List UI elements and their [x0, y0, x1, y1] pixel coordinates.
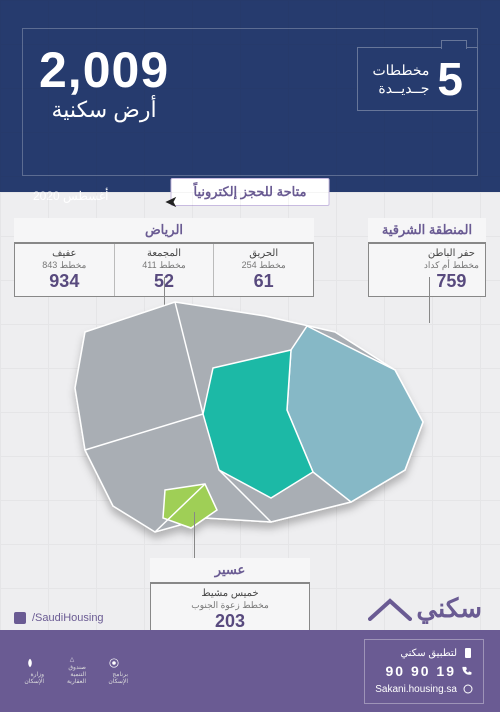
plans-line1: مخططات: [372, 62, 429, 78]
callout-asir: عسير خميس مشيط مخطط زعوة الجنوب 203: [150, 558, 310, 637]
cell-num: 203: [157, 611, 303, 632]
phone-row: 19 90 90: [375, 661, 473, 682]
cell: عفيف مخطط 843 934: [15, 244, 114, 296]
plans-number: 5: [437, 56, 463, 102]
region-title-riyadh: الرياض: [14, 218, 314, 243]
cell: حفر الباطن مخطط أم كداد 759: [418, 244, 485, 296]
phone-icon: [463, 648, 473, 658]
hero-stat: 2,009 أرض سكنية: [39, 45, 169, 123]
cell-sub: مخطط زعوة الجنوب: [157, 600, 303, 610]
logo-label: برنامج الإسكان: [100, 671, 128, 685]
cell-num: 759: [424, 271, 479, 292]
social-handle: /SaudiHousing: [32, 612, 104, 624]
cell-sub: مخطط أم كداد: [424, 260, 479, 270]
globe-icon: [463, 684, 473, 694]
logo-label: وزارة الإسكان: [16, 671, 44, 685]
app-row: لتطبيق سكني: [375, 646, 473, 661]
logo-label: صندوق التنمية العقارية: [58, 664, 86, 685]
call-icon: [462, 666, 473, 677]
logo-redf: صندوق التنمية العقارية: [58, 657, 86, 685]
plans-line2: جــديــدة: [378, 80, 429, 96]
footer: لتطبيق سكني 19 90 90 Sakani.housing.sa ب…: [0, 630, 500, 712]
cell: الحريق مخطط 254 61: [213, 244, 313, 296]
region-box-asir: خميس مشيط مخطط زعوة الجنوب 203: [150, 583, 310, 637]
cell-sub: مخطط 411: [121, 260, 208, 270]
brand-name: سكني: [416, 593, 482, 624]
body: المنطقة الشرقية حفر الباطن مخطط أم كداد …: [0, 192, 500, 630]
sakani-logo: سكني: [368, 593, 482, 624]
cell-name: المجمعة: [121, 248, 208, 260]
region-title-asir: عسير: [150, 558, 310, 583]
header-frame: 5 مخططات جــديــدة 2,009 أرض سكنية أغسطس…: [22, 28, 478, 176]
footer-logos: برنامج الإسكان صندوق التنمية العقارية وز…: [16, 657, 128, 685]
plans-text: مخططات جــديــدة: [372, 61, 429, 97]
hero-label: أرض سكنية: [39, 97, 169, 123]
leader-asir: [194, 512, 195, 558]
region-box-eastern: حفر الباطن مخطط أم كداد 759: [368, 243, 486, 297]
region-title-eastern: المنطقة الشرقية: [368, 218, 486, 243]
social: /SaudiHousing: [14, 612, 104, 624]
cell-name: خميس مشيط: [157, 588, 303, 600]
callout-eastern: المنطقة الشرقية حفر الباطن مخطط أم كداد …: [368, 218, 486, 297]
phone-number: 19 90 90: [385, 661, 456, 682]
roof-icon: [368, 597, 412, 621]
saudi-map: [55, 292, 445, 552]
cell: خميس مشيط مخطط زعوة الجنوب 203: [151, 584, 309, 636]
social-icons: [14, 612, 26, 624]
cell-name: حفر الباطن: [424, 248, 479, 260]
cell-num: 61: [220, 271, 307, 292]
cell-sub: مخطط 254: [220, 260, 307, 270]
logo-housing-program: برنامج الإسكان: [100, 657, 128, 685]
site-row: Sakani.housing.sa: [375, 682, 473, 697]
cell-num: 934: [21, 271, 108, 292]
plans-box: 5 مخططات جــديــدة: [357, 47, 478, 111]
site-url: Sakani.housing.sa: [375, 682, 457, 697]
header: 5 مخططات جــديــدة 2,009 أرض سكنية أغسطس…: [0, 0, 500, 192]
cell-name: عفيف: [21, 248, 108, 260]
cell-name: الحريق: [220, 248, 307, 260]
contact-box: لتطبيق سكني 19 90 90 Sakani.housing.sa: [364, 639, 484, 704]
app-label: لتطبيق سكني: [400, 646, 457, 661]
cell-sub: مخطط 843: [21, 260, 108, 270]
logo-ministry: وزارة الإسكان: [16, 657, 44, 685]
hero-number: 2,009: [39, 45, 169, 95]
